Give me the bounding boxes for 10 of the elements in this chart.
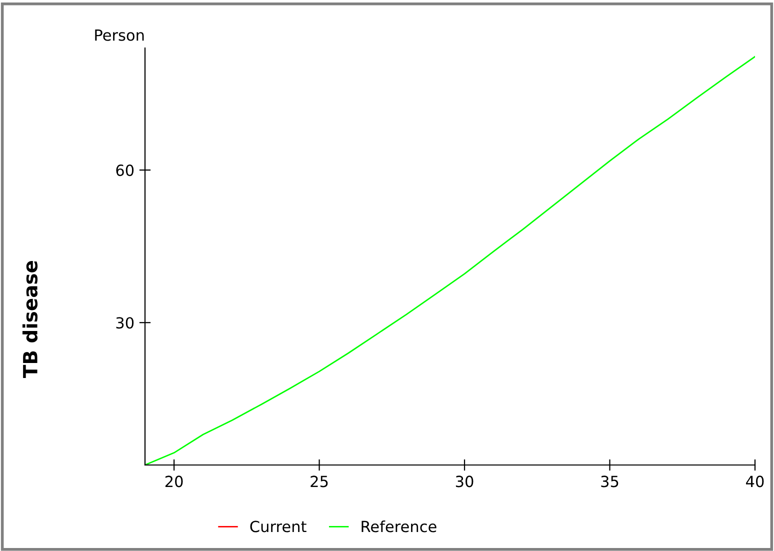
y-tick-label: 60 bbox=[116, 164, 134, 176]
legend-label: Reference bbox=[362, 520, 436, 532]
x-tick-label: 40 bbox=[746, 476, 764, 488]
x-tick-label: 35 bbox=[601, 476, 618, 488]
legend-label: Current bbox=[250, 520, 306, 532]
y-axis-title: TB disease bbox=[22, 260, 38, 378]
x-tick-label: 30 bbox=[456, 476, 474, 488]
x-tick-label: 25 bbox=[310, 476, 328, 488]
text: Person bbox=[95, 30, 144, 41]
x-tick-label: 20 bbox=[165, 476, 183, 488]
